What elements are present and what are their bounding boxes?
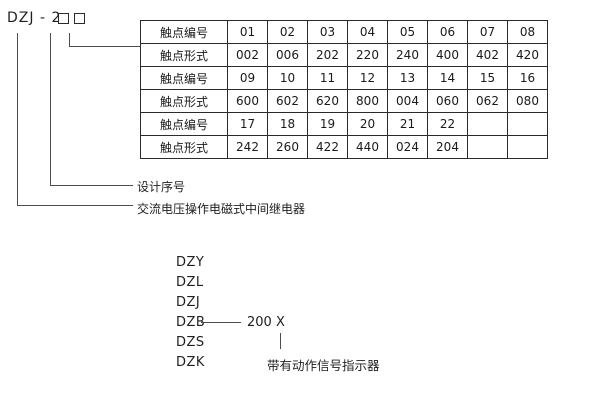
table-cell: 080: [507, 89, 548, 113]
table-cell: 420: [507, 43, 548, 67]
series-item: DZB: [176, 315, 206, 330]
table-cell: [467, 112, 508, 136]
table-cell: 02: [267, 20, 308, 44]
series-item: DZJ: [176, 295, 201, 310]
dzb-dash-line: [201, 322, 241, 323]
connector-line-to-table: [69, 33, 141, 47]
table-cell: 002: [227, 43, 268, 67]
model-digit-box-2: [74, 13, 85, 24]
series-item: DZS: [176, 335, 205, 350]
connector-line-design-serial: [50, 33, 133, 186]
table-cell: 402: [467, 43, 508, 67]
table-cell: 220: [347, 43, 388, 67]
table-cell: 060: [427, 89, 468, 113]
connector-line-relay-name: [17, 33, 133, 206]
table-row: 触点形式 242 260 422 440 024 204: [140, 135, 548, 159]
table-cell: 800: [347, 89, 388, 113]
table-cell: 062: [467, 89, 508, 113]
row-header: 触点编号: [140, 66, 228, 90]
table-cell: 10: [267, 66, 308, 90]
table-row: 触点编号 09 10 11 12 13 14 15 16: [140, 66, 548, 90]
table-cell: [507, 135, 548, 159]
table-cell: 620: [307, 89, 348, 113]
table-cell: 14: [427, 66, 468, 90]
table-cell: 22: [427, 112, 468, 136]
table-cell: 01: [227, 20, 268, 44]
table-row: 触点形式 600 602 620 800 004 060 062 080: [140, 89, 548, 113]
series-item: DZL: [176, 275, 204, 290]
table-cell: 17: [227, 112, 268, 136]
dzb-suffix: X: [276, 315, 285, 330]
table-cell: 20: [347, 112, 388, 136]
table-cell: [507, 112, 548, 136]
model-designation: DZJ - 2: [7, 10, 62, 26]
table-cell: 204: [427, 135, 468, 159]
table-cell: 260: [267, 135, 308, 159]
table-cell: 422: [307, 135, 348, 159]
table-cell: 024: [387, 135, 428, 159]
dzb-code: 200: [247, 315, 272, 330]
contact-table-body: 触点编号 01 02 03 04 05 06 07 08 触点形式 002 006 202 220 240 4…: [140, 20, 548, 159]
table-cell: 242: [227, 135, 268, 159]
table-cell: 13: [387, 66, 428, 90]
table-cell: 16: [507, 66, 548, 90]
table-cell: 15: [467, 66, 508, 90]
table-cell: 05: [387, 20, 428, 44]
model-digit-box-1: [58, 13, 69, 24]
table-cell: 03: [307, 20, 348, 44]
table-row: 触点形式 002 006 202 220 240 400 402 420: [140, 43, 548, 67]
table-cell: 18: [267, 112, 308, 136]
table-cell: 04: [347, 20, 388, 44]
table-row: 触点编号 17 18 19 20 21 22: [140, 112, 548, 136]
table-row: 触点编号 01 02 03 04 05 06 07 08: [140, 20, 548, 44]
table-cell: 08: [507, 20, 548, 44]
row-header: 触点编号: [140, 20, 228, 44]
table-cell: 006: [267, 43, 308, 67]
table-cell: 400: [427, 43, 468, 67]
table-cell: 06: [427, 20, 468, 44]
table-cell: [467, 135, 508, 159]
series-list: DZY DZL DZJ DZB DZS DZK: [176, 254, 205, 374]
table-cell: 240: [387, 43, 428, 67]
table-cell: 12: [347, 66, 388, 90]
table-cell: 602: [267, 89, 308, 113]
table-cell: 09: [227, 66, 268, 90]
indicator-note: 带有动作信号指示器: [267, 358, 380, 373]
table-cell: 440: [347, 135, 388, 159]
relay-name-label: 交流电压操作电磁式中间继电器: [137, 202, 306, 216]
table-cell: 11: [307, 66, 348, 90]
series-item: DZY: [176, 255, 205, 270]
table-cell: 21: [387, 112, 428, 136]
row-header: 触点形式: [140, 135, 228, 159]
table-cell: 600: [227, 89, 268, 113]
table-cell: 19: [307, 112, 348, 136]
design-serial-label: 设计序号: [137, 180, 186, 194]
table-cell: 202: [307, 43, 348, 67]
row-header: 触点编号: [140, 112, 228, 136]
table-cell: 07: [467, 20, 508, 44]
series-item: DZK: [176, 355, 205, 370]
suffix-drop-line: [280, 333, 281, 349]
row-header: 触点形式: [140, 43, 228, 67]
contact-table: 触点编号 01 02 03 04 05 06 07 08 触点形式 002 006 202 220 240 4…: [140, 20, 548, 159]
table-cell: 004: [387, 89, 428, 113]
row-header: 触点形式: [140, 89, 228, 113]
